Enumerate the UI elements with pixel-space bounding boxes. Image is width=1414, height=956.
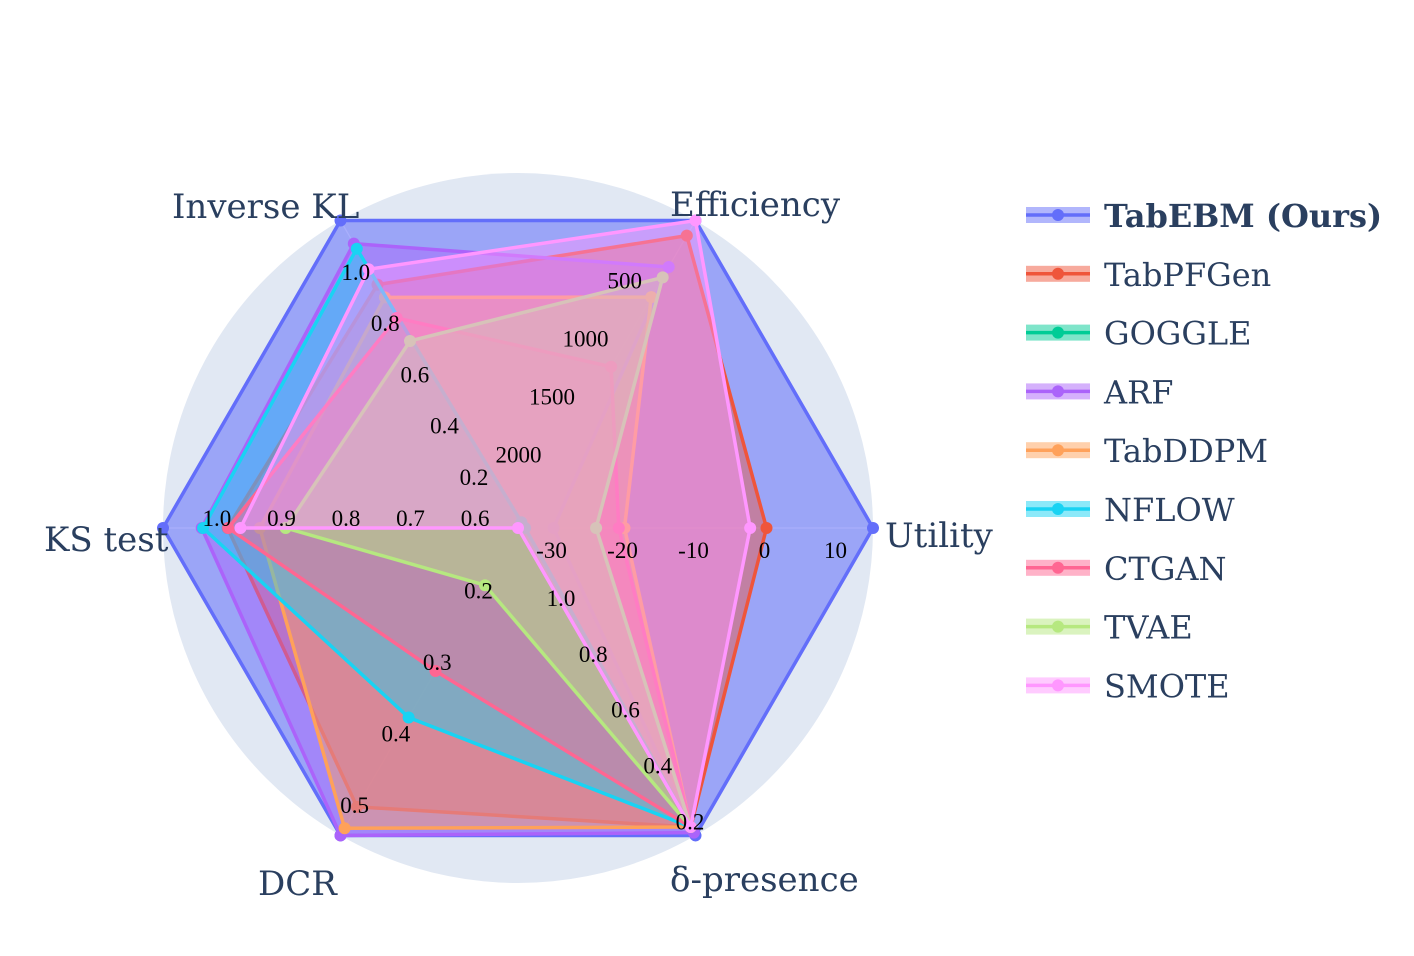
legend-marker: [1052, 385, 1064, 398]
data-point-tabpfgen-utility: [760, 522, 773, 534]
data-point-arf-utility: [547, 522, 560, 534]
axis-title-dcr: DCR: [258, 864, 338, 904]
data-point-tabebm-ours-ks-test: [157, 522, 169, 534]
data-point-smote-efficiency: [689, 214, 702, 227]
tick-label-utility: 0: [759, 538, 771, 563]
legend-marker: [1052, 679, 1064, 692]
legend-item-ctgan[interactable]: CTGAN: [1026, 550, 1227, 588]
legend-item-goggle[interactable]: GOGGLE: [1026, 315, 1252, 353]
tick-label-ks-test: 0.6: [461, 506, 490, 531]
data-point-ctgan-utility: [612, 522, 625, 534]
data-point-tabebm-ours-inverse-kl: [334, 214, 347, 227]
legend-item-nflow[interactable]: NFLOW: [1026, 491, 1235, 529]
tick-label-presence: 0.2: [676, 809, 705, 834]
tick-label-presence: 0.8: [579, 642, 608, 667]
tick-label-efficiency: 1000: [563, 327, 609, 352]
data-point-tvae-inverse-kl: [404, 334, 417, 347]
tick-label-inverse-kl: 1.0: [341, 260, 370, 285]
legend-marker: [1052, 267, 1064, 280]
tick-label-inverse-kl: 0.6: [401, 362, 430, 387]
tick-label-inverse-kl: 0.2: [460, 465, 489, 490]
tick-label-dcr: 0.2: [464, 578, 493, 603]
legend-label: SMOTE: [1104, 667, 1230, 705]
data-point-tvae-dcr: [478, 579, 491, 592]
legend-label: TabPFGen: [1104, 256, 1271, 294]
tick-label-dcr: 0.3: [423, 650, 452, 675]
tick-label-ks-test: 0.7: [396, 506, 425, 531]
tick-label-dcr: 0.4: [382, 721, 411, 746]
tick-label-ks-test: 1.0: [203, 506, 232, 531]
data-point-tabebm-ours-utility: [867, 522, 879, 534]
axis-titles: Utility Efficiency Inverse KL KS test DC…: [44, 185, 994, 904]
tick-label-ks-test: 0.9: [267, 506, 296, 531]
legend-label: TabDDPM: [1104, 432, 1268, 470]
legend-item-tabddpm[interactable]: TabDDPM: [1026, 432, 1268, 470]
legend: TabEBM (Ours) TabPFGen GOGGLE ARF TabDDPM NFL…: [1026, 197, 1382, 705]
legend-item-smote[interactable]: SMOTE: [1026, 667, 1230, 705]
data-point-nflow-inverse-kl: [350, 242, 363, 255]
legend-label: NFLOW: [1104, 491, 1235, 529]
axis-title-delta-presence: δ-presence: [670, 860, 859, 900]
data-point-arf-efficiency: [662, 260, 675, 273]
data-point-smote-utility: [744, 522, 757, 534]
tick-label-presence: 1.0: [547, 586, 576, 611]
legend-marker: [1052, 503, 1064, 515]
data-point-ctgan-efficiency: [605, 360, 618, 373]
data-point-tabddpm-efficiency: [645, 291, 658, 304]
tick-label-efficiency: 500: [608, 269, 643, 294]
legend-label: TabEBM (Ours): [1104, 197, 1382, 235]
tick-labels: -30 -20 -10 0 10 500 1000 1500 2000 0.2 0.4 0.6 0.8 1…: [203, 260, 847, 835]
data-point-nflow-dcr: [402, 711, 415, 724]
legend-item-tvae[interactable]: TVAE: [1026, 609, 1193, 647]
data-point-tabddpm-dcr: [338, 822, 351, 835]
data-point-tvae-efficiency: [656, 271, 669, 284]
legend-item-tabpfgen[interactable]: TabPFGen: [1026, 256, 1271, 294]
data-point-nflow-ks-test: [197, 522, 210, 534]
legend-marker: [1052, 620, 1064, 633]
tick-label-ks-test: 0.8: [332, 506, 361, 531]
legend-label: CTGAN: [1104, 550, 1227, 588]
legend-item-arf[interactable]: ARF: [1026, 373, 1173, 411]
tick-label-utility: -30: [536, 538, 567, 563]
data-point-smote-presence: [684, 821, 697, 834]
tick-label-utility: -20: [607, 538, 638, 563]
tick-label-efficiency: 1500: [529, 385, 575, 410]
legend-marker: [1052, 561, 1064, 574]
legend-marker: [1052, 326, 1064, 339]
tick-label-efficiency: 2000: [496, 443, 542, 468]
axis-title-utility: Utility: [885, 516, 994, 556]
legend-label: TVAE: [1104, 609, 1193, 647]
axis-title-ks-test: KS test: [44, 520, 169, 560]
tick-label-utility: 10: [824, 538, 847, 563]
legend-marker: [1052, 209, 1064, 221]
legend-marker: [1052, 444, 1064, 457]
tick-label-presence: 0.6: [611, 698, 640, 723]
axis-title-inverse-kl: Inverse KL: [172, 187, 359, 227]
tick-label-inverse-kl: 0.4: [430, 414, 459, 439]
tick-label-inverse-kl: 0.8: [371, 311, 400, 336]
tick-label-utility: -10: [678, 538, 709, 563]
data-point-ctgan-dcr: [429, 664, 442, 677]
data-point-tabpfgen-dcr: [351, 800, 364, 813]
axis-title-efficiency: Efficiency: [670, 185, 841, 225]
data-point-tabpfgen-efficiency: [680, 229, 693, 242]
data-point-smote-ks-test: [234, 522, 247, 534]
legend-label: GOGGLE: [1104, 315, 1252, 353]
data-point-smote-inverse-kl: [362, 263, 375, 276]
data-point-ctgan-inverse-kl: [390, 311, 403, 324]
tick-label-presence: 0.4: [643, 754, 672, 779]
series-smote: [234, 214, 757, 834]
data-point-ctgan-ks-test: [222, 522, 235, 534]
data-point-tvae-utility: [590, 522, 603, 534]
legend-item-tabebm-ours[interactable]: TabEBM (Ours): [1026, 197, 1382, 235]
traces: [157, 214, 879, 842]
data-point-smote-dcr: [512, 522, 524, 534]
legend-label: ARF: [1103, 373, 1173, 411]
tick-label-dcr: 0.5: [340, 793, 369, 818]
